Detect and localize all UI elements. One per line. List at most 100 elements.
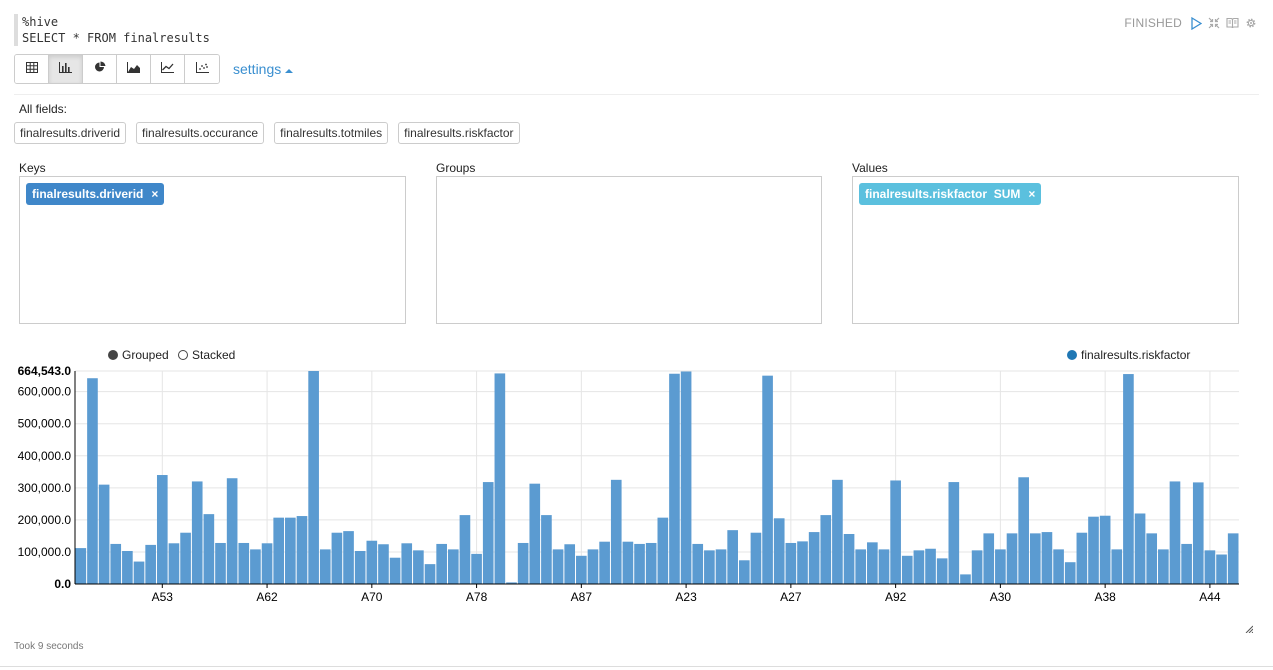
values-dropzone[interactable]: finalresults.riskfactor SUM ×: [852, 176, 1239, 324]
line-chart-button[interactable]: [151, 55, 185, 83]
bar[interactable]: [680, 371, 692, 584]
bar[interactable]: [98, 484, 110, 584]
bar[interactable]: [1192, 482, 1204, 584]
bar[interactable]: [389, 557, 401, 584]
bar[interactable]: [669, 373, 680, 584]
bar[interactable]: [1006, 533, 1018, 584]
bar[interactable]: [634, 543, 645, 584]
bar[interactable]: [820, 515, 832, 584]
bar[interactable]: [459, 515, 471, 584]
bar[interactable]: [482, 482, 494, 584]
bar[interactable]: [354, 550, 366, 584]
bar[interactable]: [1123, 374, 1134, 584]
bar[interactable]: [552, 549, 564, 584]
bar[interactable]: [1041, 532, 1053, 584]
bar[interactable]: [494, 373, 506, 584]
bar[interactable]: [250, 549, 261, 584]
bar[interactable]: [319, 549, 331, 584]
bar[interactable]: [808, 532, 820, 584]
bar[interactable]: [960, 574, 971, 584]
bar[interactable]: [832, 479, 843, 584]
bar[interactable]: [133, 561, 145, 584]
bar[interactable]: [773, 518, 785, 584]
bar[interactable]: [1146, 533, 1158, 584]
bar[interactable]: [413, 550, 424, 584]
settings-toggle[interactable]: settings: [233, 61, 294, 77]
bar[interactable]: [1018, 477, 1029, 584]
bar[interactable]: [867, 542, 878, 584]
values-tag[interactable]: finalresults.riskfactor SUM ×: [859, 183, 1042, 205]
bar[interactable]: [191, 481, 203, 584]
bar[interactable]: [1053, 549, 1064, 584]
bar[interactable]: [1076, 532, 1088, 584]
bar[interactable]: [843, 533, 855, 584]
bar[interactable]: [692, 543, 704, 584]
bar[interactable]: [855, 549, 867, 584]
bar[interactable]: [436, 543, 447, 584]
bar[interactable]: [762, 375, 773, 584]
bar[interactable]: [797, 541, 808, 584]
remove-value-icon[interactable]: ×: [1028, 187, 1036, 201]
bar[interactable]: [447, 549, 459, 584]
stacked-option[interactable]: Stacked: [178, 348, 235, 362]
bar[interactable]: [983, 533, 995, 584]
field-chip[interactable]: finalresults.driverid: [14, 122, 127, 144]
bar[interactable]: [122, 550, 133, 584]
bar[interactable]: [331, 532, 343, 584]
bar[interactable]: [1181, 543, 1192, 584]
bar[interactable]: [75, 548, 87, 584]
bar[interactable]: [890, 480, 901, 584]
bar[interactable]: [156, 475, 168, 584]
pie-chart-button[interactable]: [83, 55, 117, 83]
bar[interactable]: [87, 378, 98, 584]
bar-chart-button[interactable]: [49, 55, 83, 83]
field-chip[interactable]: finalresults.occurance: [136, 122, 265, 144]
bar[interactable]: [226, 478, 238, 584]
bar[interactable]: [971, 550, 983, 584]
bar[interactable]: [343, 531, 354, 584]
series-legend[interactable]: finalresults.riskfactor: [1067, 348, 1190, 362]
bar[interactable]: [215, 542, 226, 584]
bar[interactable]: [180, 532, 191, 584]
bar[interactable]: [587, 549, 599, 584]
bar[interactable]: [925, 548, 936, 584]
bar[interactable]: [878, 549, 890, 584]
bar[interactable]: [610, 479, 622, 584]
bar[interactable]: [785, 542, 797, 584]
bar[interactable]: [1064, 562, 1076, 584]
bar[interactable]: [1029, 533, 1041, 584]
keys-tag[interactable]: finalresults.driverid ×: [26, 183, 165, 205]
bar[interactable]: [622, 541, 634, 584]
scatter-chart-button[interactable]: [185, 55, 219, 83]
bar[interactable]: [1099, 515, 1111, 584]
bar[interactable]: [203, 514, 215, 584]
bar[interactable]: [750, 532, 762, 584]
remove-key-icon[interactable]: ×: [151, 187, 159, 201]
bar[interactable]: [238, 542, 250, 584]
bar[interactable]: [913, 550, 925, 584]
bar[interactable]: [529, 483, 541, 584]
gear-icon[interactable]: [1245, 17, 1257, 29]
bar[interactable]: [715, 549, 727, 584]
bar[interactable]: [145, 544, 156, 584]
bar[interactable]: [704, 550, 715, 584]
area-chart-button[interactable]: [117, 55, 151, 83]
bar[interactable]: [378, 544, 389, 584]
bar[interactable]: [308, 371, 319, 584]
keys-dropzone[interactable]: finalresults.driverid ×: [19, 176, 406, 324]
bar[interactable]: [727, 530, 738, 584]
bar[interactable]: [506, 582, 517, 584]
resize-handle-icon[interactable]: [1245, 620, 1254, 638]
bar[interactable]: [471, 553, 482, 584]
bar[interactable]: [517, 542, 529, 584]
bar[interactable]: [901, 555, 913, 584]
bar[interactable]: [401, 543, 413, 584]
bar[interactable]: [296, 516, 308, 584]
bar[interactable]: [1088, 516, 1099, 584]
bar[interactable]: [1169, 481, 1181, 584]
grouped-option[interactable]: Grouped: [108, 348, 169, 362]
table-view-button[interactable]: [15, 55, 49, 83]
bar[interactable]: [936, 558, 948, 584]
bar[interactable]: [1204, 550, 1216, 584]
groups-dropzone[interactable]: [436, 176, 822, 324]
